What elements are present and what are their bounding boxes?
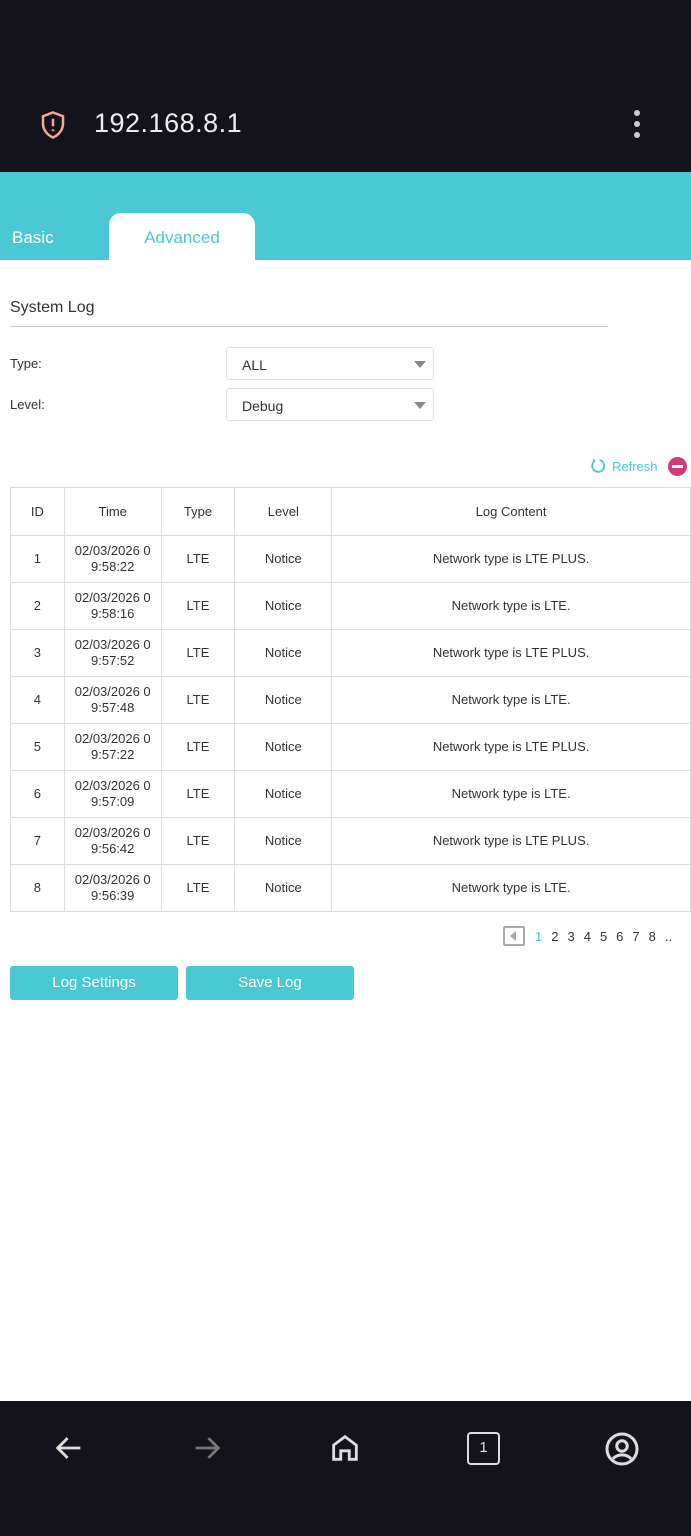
table-cell: LTE [160, 770, 236, 818]
page-link[interactable]: 6 [616, 928, 624, 944]
table-cell: Notice [234, 770, 333, 818]
browser-bottom-nav: 1 [0, 1401, 691, 1536]
home-icon[interactable] [328, 1431, 362, 1465]
table-cell: Notice [234, 582, 333, 630]
table-cell: Network type is LTE PLUS. [331, 629, 691, 677]
page-title: System Log [10, 299, 95, 316]
table-row: 6 02/03/2026 09:57:09 LTE Notice Network typ… [10, 770, 691, 818]
pagination-more[interactable]: .. [664, 928, 673, 944]
table-cell: LTE [160, 676, 236, 724]
table-cell: Notice [234, 629, 333, 677]
table-cell: 02/03/2026 09:58:16 [63, 582, 162, 630]
account-icon[interactable] [604, 1431, 640, 1467]
tabs-button[interactable]: 1 [467, 1432, 500, 1465]
table-cell: 02/03/2026 09:57:52 [63, 629, 162, 677]
forward-icon[interactable] [190, 1431, 224, 1465]
table-row: 2 02/03/2026 09:58:16 LTE Notice Network typ… [10, 582, 691, 630]
table-cell: 02/03/2026 09:56:39 [63, 864, 162, 912]
table-cell: 02/03/2026 09:56:42 [63, 817, 162, 865]
refresh-icon [591, 458, 606, 473]
level-select[interactable]: Debug [226, 388, 434, 421]
table-cell: 5 [10, 723, 65, 771]
table-cell: Notice [234, 535, 333, 583]
table-cell: LTE [160, 864, 236, 912]
more-vert-icon[interactable] [628, 110, 646, 140]
table-row: 3 02/03/2026 09:57:52 LTE Notice Network typ… [10, 629, 691, 677]
table-cell: Network type is LTE. [331, 676, 691, 724]
table-cell: Network type is LTE. [331, 770, 691, 818]
table-cell: Network type is LTE PLUS. [331, 723, 691, 771]
table-cell: 3 [10, 629, 65, 677]
tab-basic[interactable]: Basic [12, 228, 54, 247]
url-bar[interactable]: 192.168.8.1 [94, 108, 243, 138]
table-row: 8 02/03/2026 09:56:39 LTE Notice Network typ… [10, 864, 691, 912]
table-cell: 02/03/2026 09:57:22 [63, 723, 162, 771]
column-header: Log Content [331, 487, 691, 536]
page-link[interactable]: 1 [535, 928, 543, 944]
page-link[interactable]: 3 [567, 928, 575, 944]
page-link[interactable]: 2 [551, 928, 559, 944]
column-header: Time [63, 487, 162, 536]
table-cell: Network type is LTE. [331, 582, 691, 630]
table-cell: LTE [160, 723, 236, 771]
browser-toolbar: 192.168.8.1 [0, 0, 691, 172]
save-log-button[interactable]: Save Log [186, 966, 354, 1000]
chevron-down-icon [414, 402, 426, 409]
page-link[interactable]: 4 [583, 928, 591, 944]
type-select[interactable]: ALL [226, 347, 434, 380]
table-cell: Network type is LTE PLUS. [331, 817, 691, 865]
table-cell: Notice [234, 676, 333, 724]
tab-bar [0, 172, 691, 260]
level-value: Debug [242, 398, 284, 414]
table-cell: LTE [160, 629, 236, 677]
table-cell: LTE [160, 817, 236, 865]
level-label: Level: [10, 397, 45, 412]
shield-alert-icon[interactable] [38, 110, 68, 140]
table-row: 1 02/03/2026 09:58:22 LTE Notice Network typ… [10, 535, 691, 583]
table-cell: 2 [10, 582, 65, 630]
tab-advanced[interactable]: Advanced [109, 213, 255, 261]
table-cell: Network type is LTE. [331, 864, 691, 912]
type-label: Type: [10, 356, 42, 371]
refresh-button[interactable]: Refresh [589, 457, 658, 475]
table-cell: 1 [10, 535, 65, 583]
table-row: 7 02/03/2026 09:56:42 LTE Notice Network typ… [10, 817, 691, 865]
table-cell: Notice [234, 864, 333, 912]
column-header: Type [160, 487, 236, 536]
prev-page-button[interactable] [503, 926, 525, 946]
log-settings-button[interactable]: Log Settings [10, 966, 178, 1000]
column-header: Level [234, 487, 333, 536]
back-icon[interactable] [52, 1431, 86, 1465]
page-link[interactable]: 8 [648, 928, 656, 944]
table-cell: Network type is LTE PLUS. [331, 535, 691, 583]
type-value: ALL [242, 357, 267, 373]
table-cell: LTE [160, 582, 236, 630]
table-cell: 8 [10, 864, 65, 912]
table-cell: Notice [234, 723, 333, 771]
divider [10, 326, 608, 327]
log-table: ID Time Type Level Log Content 1 02/03/2026 0… [10, 487, 691, 912]
page-link[interactable]: 7 [632, 928, 640, 944]
table-cell: LTE [160, 535, 236, 583]
table-cell: 6 [10, 770, 65, 818]
delete-all-icon[interactable] [668, 457, 687, 476]
table-row: 4 02/03/2026 09:57:48 LTE Notice Network typ… [10, 676, 691, 724]
table-cell: 4 [10, 676, 65, 724]
chevron-down-icon [414, 361, 426, 368]
table-row: 5 02/03/2026 09:57:22 LTE Notice Network typ… [10, 723, 691, 771]
table-cell: 02/03/2026 09:57:09 [63, 770, 162, 818]
table-cell: Notice [234, 817, 333, 865]
table-cell: 02/03/2026 09:58:22 [63, 535, 162, 583]
table-cell: 02/03/2026 09:57:48 [63, 676, 162, 724]
table-cell: 7 [10, 817, 65, 865]
refresh-label: Refresh [612, 458, 658, 474]
column-header: ID [10, 487, 65, 536]
page-link[interactable]: 5 [599, 928, 608, 944]
